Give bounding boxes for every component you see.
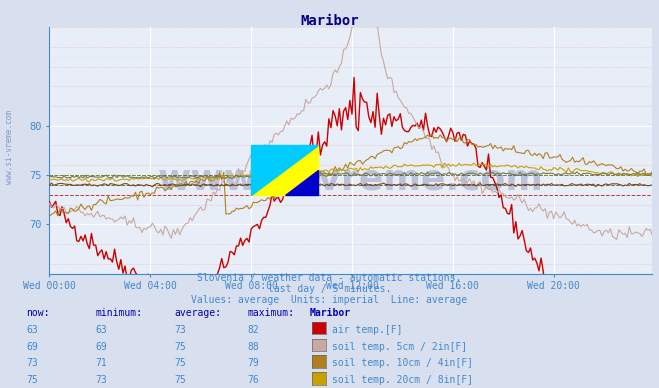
Text: 75: 75 (26, 375, 38, 385)
Text: 73: 73 (96, 375, 107, 385)
Text: Maribor: Maribor (310, 308, 351, 318)
Text: www.si-vreme.com: www.si-vreme.com (5, 111, 14, 184)
Polygon shape (251, 146, 318, 195)
Text: www.si-vreme.com: www.si-vreme.com (158, 163, 544, 197)
Polygon shape (251, 146, 318, 195)
Text: soil temp. 20cm / 8in[F]: soil temp. 20cm / 8in[F] (332, 375, 473, 385)
Text: last day / 5 minutes.: last day / 5 minutes. (268, 284, 391, 294)
Text: 76: 76 (247, 375, 259, 385)
Text: 79: 79 (247, 358, 259, 368)
Text: Values: average  Units: imperial  Line: average: Values: average Units: imperial Line: av… (191, 295, 468, 305)
Text: 88: 88 (247, 341, 259, 352)
Text: 73: 73 (26, 358, 38, 368)
Text: soil temp. 10cm / 4in[F]: soil temp. 10cm / 4in[F] (332, 358, 473, 368)
Text: 69: 69 (26, 341, 38, 352)
Text: minimum:: minimum: (96, 308, 142, 318)
Text: air temp.[F]: air temp.[F] (332, 325, 403, 335)
Text: 71: 71 (96, 358, 107, 368)
Polygon shape (285, 170, 318, 195)
Text: 75: 75 (175, 341, 186, 352)
Text: Slovenia / weather data - automatic stations.: Slovenia / weather data - automatic stat… (197, 272, 462, 282)
Text: 75: 75 (175, 358, 186, 368)
Text: 63: 63 (96, 325, 107, 335)
Text: average:: average: (175, 308, 221, 318)
Text: 75: 75 (175, 375, 186, 385)
Text: maximum:: maximum: (247, 308, 294, 318)
Text: now:: now: (26, 308, 50, 318)
Text: soil temp. 5cm / 2in[F]: soil temp. 5cm / 2in[F] (332, 341, 467, 352)
Text: 82: 82 (247, 325, 259, 335)
Text: 63: 63 (26, 325, 38, 335)
Text: Maribor: Maribor (301, 14, 358, 28)
Text: 69: 69 (96, 341, 107, 352)
Text: 73: 73 (175, 325, 186, 335)
